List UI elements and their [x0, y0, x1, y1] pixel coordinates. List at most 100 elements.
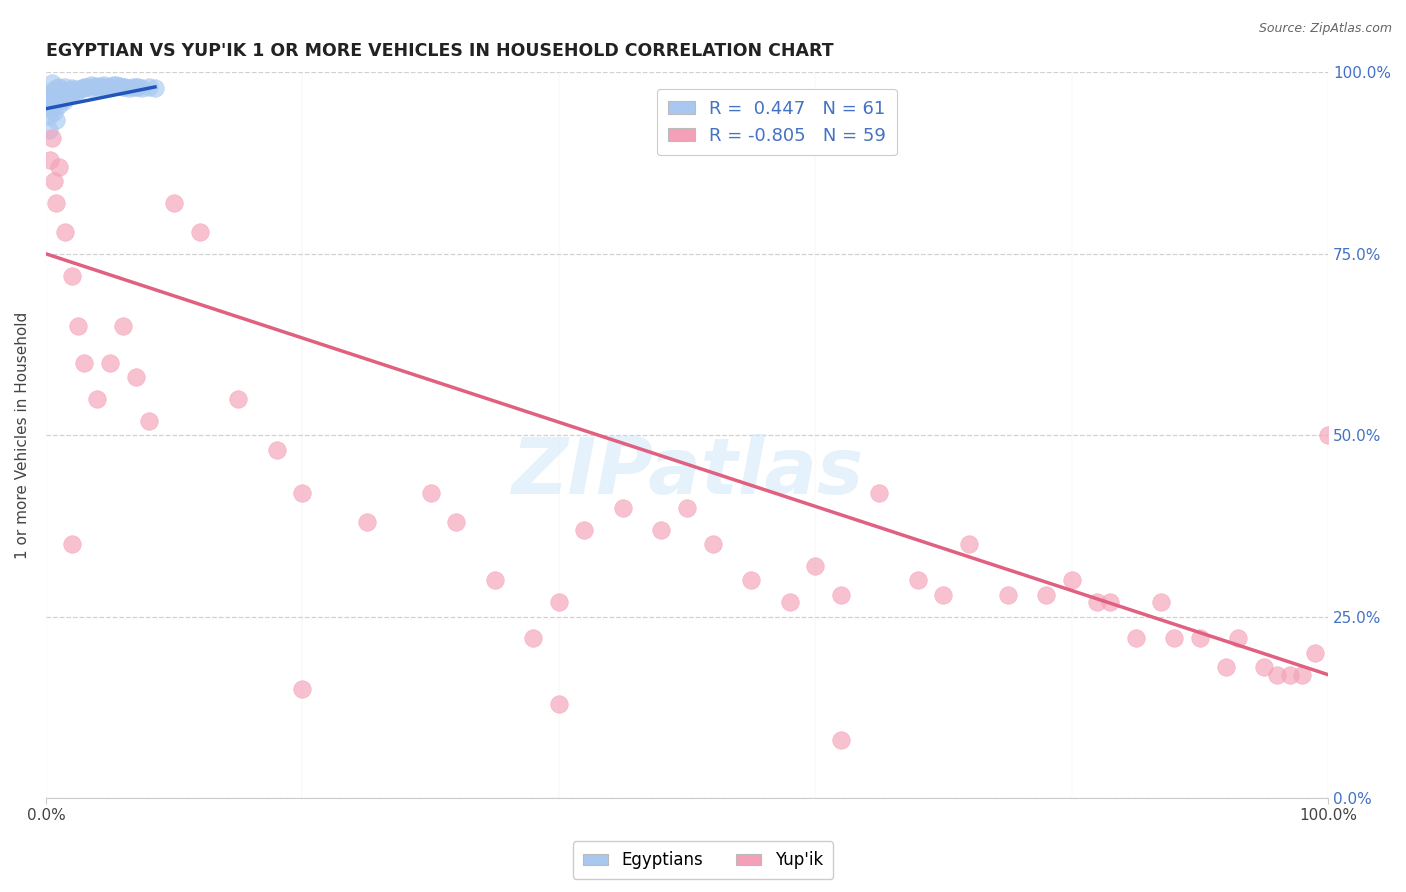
Text: EGYPTIAN VS YUP'IK 1 OR MORE VEHICLES IN HOUSEHOLD CORRELATION CHART: EGYPTIAN VS YUP'IK 1 OR MORE VEHICLES IN…	[46, 42, 834, 60]
Point	[48, 98, 70, 112]
Legend: R =  0.447   N = 61, R = -0.805   N = 59: R = 0.447 N = 61, R = -0.805 N = 59	[657, 88, 897, 155]
Point	[138, 79, 160, 94]
Point	[42, 86, 65, 100]
Point	[52, 84, 75, 98]
Point	[547, 697, 569, 711]
Point	[66, 319, 89, 334]
Point	[1060, 574, 1083, 588]
Point	[51, 83, 73, 97]
Point	[86, 79, 108, 94]
Point	[419, 486, 441, 500]
Point	[291, 682, 314, 697]
Point	[53, 79, 76, 94]
Point	[122, 79, 145, 94]
Point	[42, 105, 65, 120]
Point	[45, 81, 67, 95]
Point	[41, 84, 63, 98]
Point	[612, 500, 634, 515]
Point	[98, 356, 121, 370]
Point	[73, 81, 96, 95]
Point	[356, 516, 378, 530]
Point	[60, 81, 83, 95]
Point	[45, 112, 67, 127]
Point	[41, 76, 63, 90]
Point	[125, 79, 148, 94]
Point	[48, 79, 70, 94]
Point	[266, 442, 288, 457]
Point	[39, 102, 62, 116]
Point	[46, 85, 69, 99]
Point	[226, 392, 249, 406]
Point	[830, 733, 852, 747]
Point	[188, 225, 211, 239]
Point	[38, 109, 60, 123]
Point	[1125, 632, 1147, 646]
Point	[868, 486, 890, 500]
Point	[957, 537, 980, 551]
Point	[86, 392, 108, 406]
Point	[93, 78, 115, 93]
Point	[114, 79, 136, 94]
Point	[70, 80, 93, 95]
Point	[1253, 660, 1275, 674]
Legend: Egyptians, Yup'ik: Egyptians, Yup'ik	[574, 841, 832, 880]
Point	[932, 588, 955, 602]
Point	[291, 486, 314, 500]
Point	[48, 91, 70, 105]
Point	[52, 95, 75, 109]
Point	[41, 130, 63, 145]
Point	[138, 414, 160, 428]
Point	[55, 83, 77, 97]
Point	[83, 79, 105, 94]
Point	[740, 574, 762, 588]
Point	[522, 632, 544, 646]
Point	[80, 80, 103, 95]
Point	[49, 93, 72, 107]
Point	[111, 79, 134, 94]
Point	[650, 523, 672, 537]
Point	[60, 86, 83, 100]
Point	[997, 588, 1019, 602]
Point	[96, 79, 118, 94]
Point	[131, 81, 153, 95]
Point	[1188, 632, 1211, 646]
Point	[1035, 588, 1057, 602]
Point	[779, 595, 801, 609]
Point	[1227, 632, 1250, 646]
Point	[1215, 660, 1237, 674]
Point	[1265, 667, 1288, 681]
Point	[38, 98, 60, 112]
Point	[42, 91, 65, 105]
Point	[1278, 667, 1301, 681]
Point	[105, 78, 128, 93]
Point	[93, 79, 115, 94]
Point	[39, 88, 62, 103]
Point	[125, 370, 148, 384]
Point	[830, 588, 852, 602]
Point	[38, 153, 60, 167]
Point	[1085, 595, 1108, 609]
Point	[38, 87, 60, 102]
Point	[110, 79, 132, 94]
Point	[1150, 595, 1173, 609]
Point	[53, 225, 76, 239]
Point	[484, 574, 506, 588]
Point	[58, 84, 80, 98]
Point	[127, 79, 149, 94]
Point	[41, 95, 63, 109]
Point	[38, 91, 60, 105]
Point	[101, 78, 124, 93]
Point	[73, 356, 96, 370]
Point	[1099, 595, 1122, 609]
Point	[1163, 632, 1185, 646]
Y-axis label: 1 or more Vehicles in Household: 1 or more Vehicles in Household	[15, 311, 30, 559]
Point	[42, 174, 65, 188]
Point	[1317, 428, 1340, 442]
Point	[63, 82, 86, 96]
Point	[111, 319, 134, 334]
Point	[89, 79, 111, 94]
Point	[676, 500, 699, 515]
Point	[66, 83, 89, 97]
Point	[38, 88, 60, 103]
Point	[446, 516, 468, 530]
